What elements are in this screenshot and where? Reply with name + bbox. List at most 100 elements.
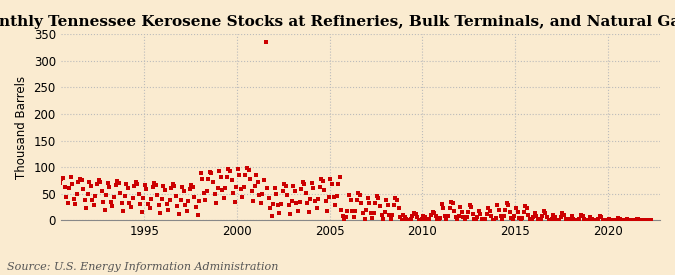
Point — [98, 199, 109, 204]
Point — [232, 167, 243, 171]
Point — [605, 218, 616, 222]
Point — [549, 215, 560, 220]
Point — [448, 201, 458, 205]
Point — [129, 184, 140, 188]
Point — [514, 216, 524, 220]
Point — [211, 201, 221, 205]
Point — [497, 218, 508, 222]
Point — [645, 218, 656, 222]
Point — [63, 186, 74, 191]
Point — [537, 214, 547, 218]
Point — [65, 174, 76, 179]
Point — [618, 218, 628, 222]
Point — [370, 201, 381, 205]
Point — [110, 183, 121, 187]
Point — [413, 218, 424, 222]
Point — [416, 216, 427, 221]
Point — [172, 204, 183, 208]
Point — [173, 211, 184, 216]
Point — [613, 216, 624, 220]
Point — [568, 216, 578, 221]
Point — [267, 214, 277, 218]
Point — [560, 216, 571, 221]
Point — [338, 214, 348, 218]
Point — [492, 203, 503, 207]
Point — [369, 210, 379, 215]
Point — [285, 211, 296, 216]
Point — [512, 210, 523, 214]
Point — [315, 185, 325, 189]
Point — [578, 217, 589, 221]
Point — [597, 218, 608, 222]
Point — [517, 216, 528, 220]
Point — [291, 201, 302, 205]
Point — [474, 208, 485, 213]
Point — [435, 216, 446, 220]
Point — [477, 216, 487, 221]
Text: Source: U.S. Energy Information Administration: Source: U.S. Energy Information Administ… — [7, 262, 278, 272]
Point — [214, 169, 225, 174]
Point — [379, 210, 390, 214]
Point — [130, 180, 141, 184]
Point — [259, 178, 269, 183]
Point — [344, 192, 354, 197]
Point — [144, 206, 155, 211]
Point — [257, 191, 268, 196]
Point — [147, 185, 158, 189]
Point — [256, 201, 267, 205]
Point — [390, 196, 401, 200]
Point — [480, 216, 491, 221]
Point — [518, 210, 529, 214]
Point — [92, 182, 103, 186]
Point — [273, 203, 284, 207]
Point — [622, 217, 632, 221]
Point — [408, 210, 419, 215]
Point — [437, 202, 448, 207]
Point — [483, 206, 493, 211]
Point — [310, 199, 321, 203]
Point — [359, 216, 370, 221]
Point — [529, 210, 540, 215]
Point — [375, 204, 385, 208]
Point — [614, 216, 625, 221]
Point — [418, 214, 429, 218]
Point — [348, 215, 359, 219]
Point — [79, 198, 90, 202]
Point — [600, 218, 611, 222]
Point — [504, 210, 515, 214]
Point — [402, 218, 413, 222]
Point — [580, 218, 591, 222]
Point — [547, 213, 558, 217]
Point — [88, 203, 99, 207]
Point — [570, 218, 580, 222]
Point — [201, 189, 212, 193]
Point — [401, 217, 412, 221]
Point — [362, 196, 373, 200]
Point — [603, 216, 614, 221]
Point — [475, 211, 486, 216]
Point — [167, 182, 178, 186]
Point — [636, 218, 647, 222]
Point — [281, 192, 292, 197]
Point — [574, 216, 585, 221]
Point — [189, 195, 200, 199]
Point — [203, 177, 214, 181]
Point — [200, 198, 211, 202]
Point — [485, 208, 495, 213]
Point — [423, 218, 433, 222]
Point — [240, 173, 251, 177]
Point — [426, 213, 437, 217]
Point — [528, 215, 539, 220]
Point — [520, 204, 531, 208]
Point — [163, 207, 173, 212]
Point — [53, 188, 63, 192]
Point — [49, 191, 59, 196]
Point — [572, 218, 583, 222]
Point — [249, 183, 260, 188]
Point — [190, 205, 201, 210]
Point — [238, 185, 249, 189]
Point — [333, 182, 344, 186]
Point — [132, 182, 142, 186]
Point — [619, 218, 630, 222]
Point — [116, 201, 127, 205]
